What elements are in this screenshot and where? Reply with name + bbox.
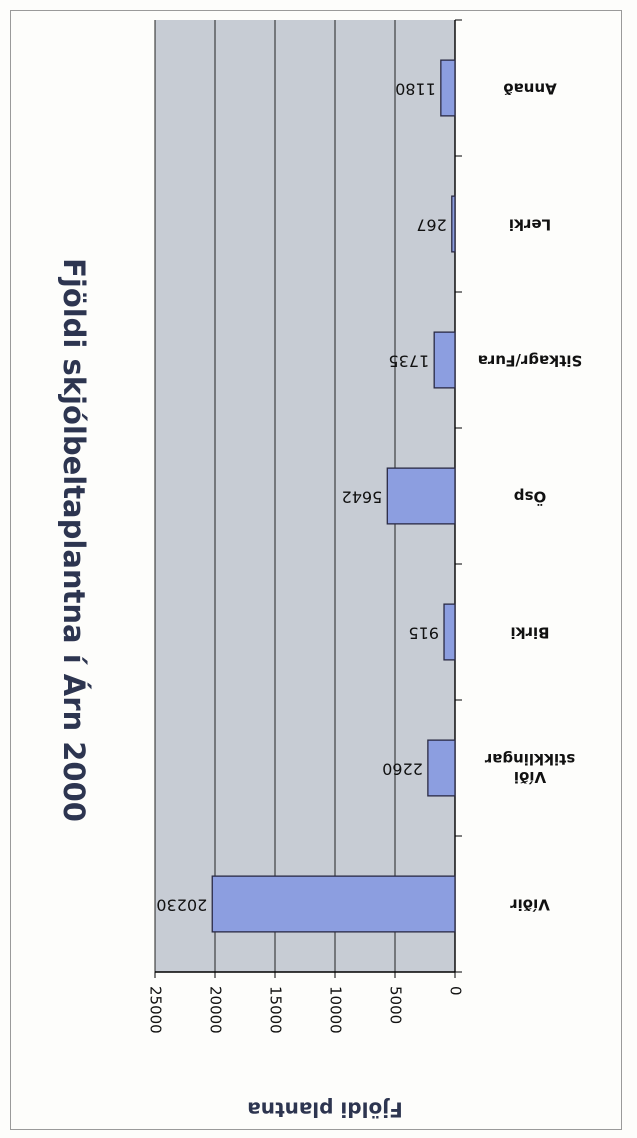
category-label-5: Lerki <box>509 216 551 234</box>
data-label-3: 5642 <box>342 488 383 507</box>
category-label-line: stikklingar <box>484 751 575 769</box>
category-label-6: Annað <box>503 80 556 98</box>
category-label-line: Víði <box>514 769 546 787</box>
data-label-6: 1180 <box>395 80 436 99</box>
category-label-0: Víðir <box>510 896 550 914</box>
chart-title: Fjöldi skjólbeltaplantna í Árn 2000 <box>57 258 91 822</box>
bar-5 <box>451 195 456 253</box>
category-label-3: Ösp <box>514 488 547 507</box>
plot-group: 0 5000 10000 15000 20000 25000 20230 Víðir 2260 V… <box>57 19 583 1122</box>
value-tick-label: 20000 <box>207 986 225 1034</box>
data-label-2: 915 <box>408 624 439 643</box>
category-label-1: Víðistikklingar <box>484 751 575 787</box>
bar-6 <box>440 59 456 117</box>
data-label-0: 20230 <box>156 896 207 915</box>
value-tick-label: 25000 <box>147 986 165 1034</box>
category-label-4: Sitkagr/Fura <box>478 352 583 370</box>
bar-0 <box>211 875 456 933</box>
bar-4 <box>433 331 456 389</box>
bar-1 <box>427 739 456 797</box>
value-tick-label: 0 <box>447 986 465 996</box>
value-tick-label: 5000 <box>387 986 405 1024</box>
bar-2 <box>443 603 456 661</box>
data-label-1: 2260 <box>382 760 423 779</box>
data-label-4: 1735 <box>388 352 429 371</box>
data-label-5: 267 <box>416 216 447 235</box>
bar-3 <box>386 467 456 525</box>
value-tick-label: 15000 <box>267 986 285 1034</box>
chart-frame <box>10 10 622 1130</box>
value-tick-label: 10000 <box>327 986 345 1034</box>
category-label-2: Birki <box>510 624 549 642</box>
value-axis-title: Fjöldi plantna <box>247 1098 402 1122</box>
